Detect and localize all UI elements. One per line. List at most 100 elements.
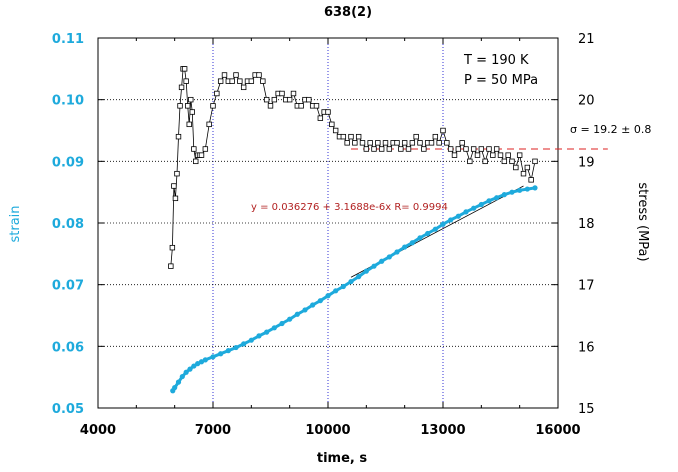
stress-point: [172, 195, 179, 202]
stress-point: [256, 72, 262, 78]
strain-point: [175, 379, 182, 385]
strain-point: [210, 354, 216, 360]
stress-point: [298, 103, 304, 109]
stress-point: [359, 140, 366, 146]
strain-point: [455, 213, 461, 219]
strain-point: [348, 278, 354, 285]
y-tick-label: 0.11: [52, 32, 84, 47]
y2-tick-label: 19: [578, 155, 595, 170]
grid: [98, 38, 558, 408]
strain-point: [379, 258, 385, 264]
strain-point: [517, 187, 523, 193]
strain-point: [218, 351, 224, 357]
x-tick-label: 4000: [80, 423, 116, 438]
stress-point: [348, 133, 354, 140]
stress-point: [191, 146, 197, 152]
stress-point: [505, 152, 511, 158]
stress-point: [363, 146, 370, 152]
strain-point: [501, 192, 507, 198]
stress-point: [175, 133, 182, 140]
stress-point: [183, 78, 189, 84]
y2-tick-label: 16: [578, 340, 595, 355]
stress-point: [478, 146, 485, 152]
stress-point: [470, 146, 477, 152]
y2-tick-label: 17: [578, 279, 595, 294]
strain-point: [471, 205, 477, 211]
stress-point: [181, 66, 188, 72]
temperature-annotation: T = 190 K: [463, 53, 529, 68]
stress-point: [355, 133, 362, 140]
stress-point: [206, 121, 212, 128]
strain-point: [340, 283, 346, 290]
strain-series-line: [171, 186, 537, 393]
y-tick-label: 0.09: [52, 155, 84, 170]
y-tick-label: 0.07: [52, 279, 84, 294]
stress-point: [474, 152, 481, 158]
strain-point: [191, 363, 197, 369]
strain-point: [233, 344, 239, 351]
stress-point: [174, 170, 180, 177]
strain-point: [264, 329, 270, 335]
stress-point: [352, 140, 358, 146]
fit-equation: y = 0.036276 + 3.1688e-6x R= 0.9994: [251, 202, 448, 213]
stress-point: [198, 152, 205, 158]
stress-point: [217, 78, 224, 84]
strain-point: [317, 298, 323, 304]
stress-point: [271, 96, 278, 103]
stress-point: [532, 158, 538, 165]
strain-point: [172, 385, 178, 391]
stress-point: [202, 146, 209, 152]
stress-point: [168, 263, 174, 269]
stress-point: [184, 103, 191, 109]
strain-point: [386, 254, 392, 260]
stress-point: [189, 109, 195, 115]
chart-title: 638(2): [324, 5, 372, 20]
strain-point: [179, 373, 185, 380]
stress-point: [417, 140, 423, 146]
strain-point: [402, 244, 408, 250]
x-tick-label: 16000: [535, 423, 580, 438]
stress-point: [325, 109, 331, 115]
strain-point: [271, 325, 277, 331]
stress-point: [171, 183, 177, 189]
y2-tick-label: 20: [578, 94, 595, 109]
stress-point: [459, 140, 465, 146]
y-tick-label: 0.06: [52, 340, 84, 355]
strain-point: [310, 302, 316, 308]
strain-point: [183, 369, 189, 375]
strain-point: [394, 249, 400, 255]
strain-point: [325, 293, 331, 299]
stress-point: [313, 103, 320, 109]
strain-point: [448, 217, 454, 223]
y2-axis-label: stress (MPa): [635, 182, 650, 261]
x-tick-label: 13000: [420, 423, 465, 438]
strain-point: [524, 186, 530, 192]
strain-point: [356, 274, 362, 280]
stress-point: [490, 152, 496, 158]
stress-point: [432, 133, 439, 140]
stress-point: [451, 152, 458, 158]
strain-point: [494, 195, 500, 201]
stress-point: [413, 133, 419, 140]
stress-point: [193, 158, 199, 165]
strain-point: [417, 235, 423, 241]
x-tick-label: 7000: [195, 423, 231, 438]
stress-point: [409, 140, 416, 146]
strain-point: [532, 185, 538, 191]
stress-point: [509, 158, 515, 165]
strain-point: [333, 288, 339, 294]
stress-point: [463, 146, 469, 152]
stress-point: [188, 96, 194, 103]
stress-point: [378, 146, 385, 152]
stress-point: [178, 84, 185, 91]
y-tick-label: 0.05: [52, 402, 84, 417]
stress-point: [375, 140, 381, 146]
stress-point: [371, 146, 377, 152]
stress-point: [186, 121, 192, 128]
stress-series-line: [170, 68, 536, 267]
stress-point: [260, 78, 266, 84]
pressure-annotation: P = 50 MPa: [464, 73, 538, 88]
stress-point: [382, 140, 389, 146]
strain-point: [478, 201, 484, 208]
stress-point: [221, 72, 228, 78]
